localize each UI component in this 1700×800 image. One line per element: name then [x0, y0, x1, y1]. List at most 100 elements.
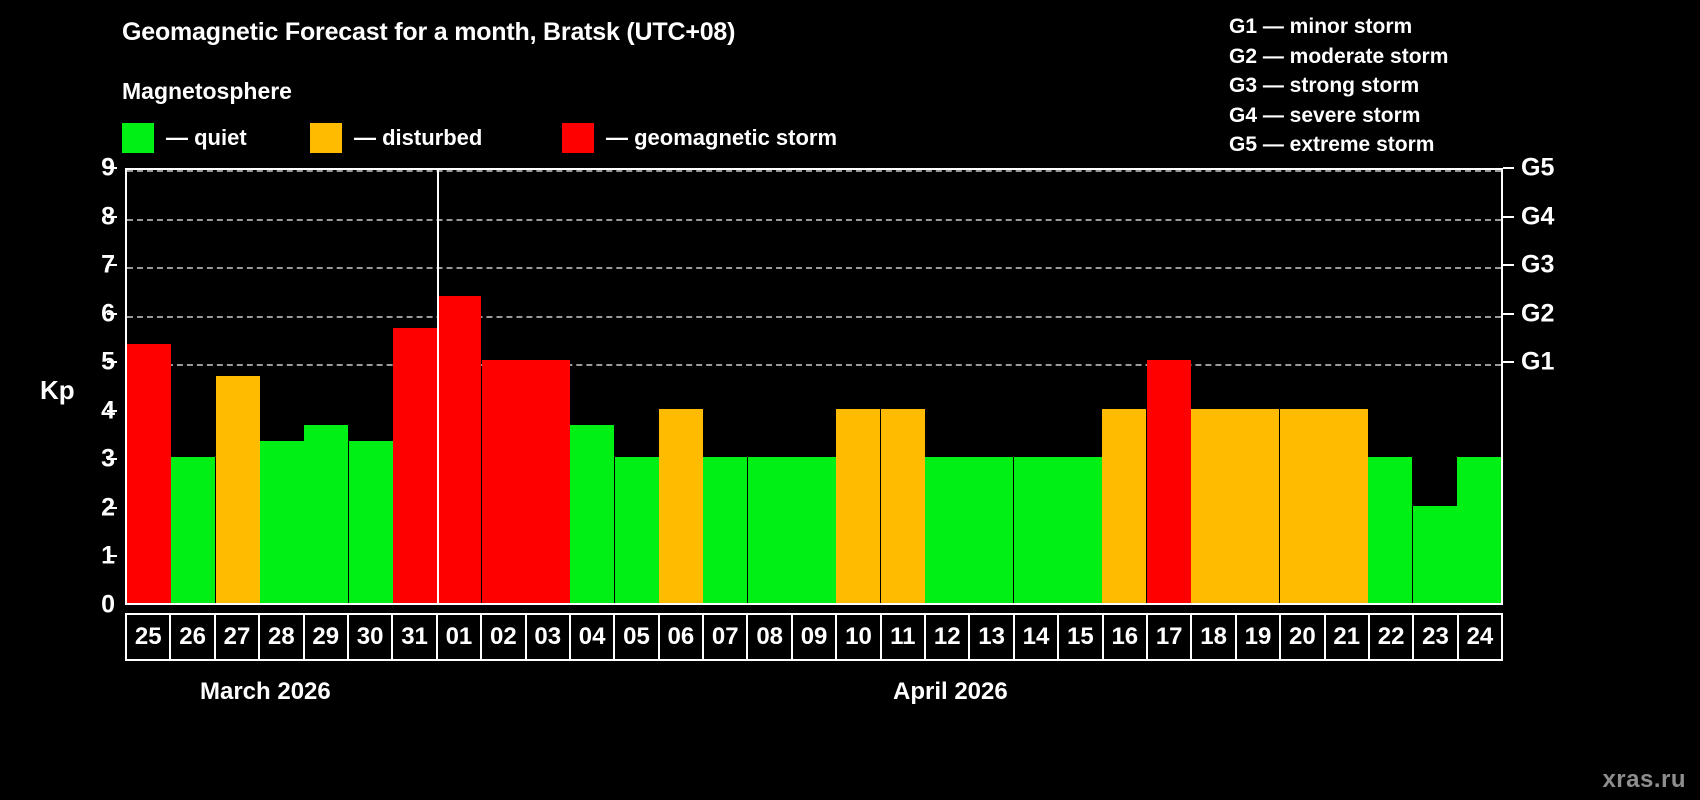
bar-26[interactable] [171, 457, 216, 603]
day-label-07[interactable]: 07 [702, 613, 749, 661]
bar-cell [304, 170, 349, 603]
day-label-28[interactable]: 28 [258, 613, 305, 661]
day-label-08[interactable]: 08 [746, 613, 793, 661]
bar-23[interactable] [1412, 505, 1457, 603]
bar-24[interactable] [1457, 457, 1501, 603]
bar-14[interactable] [1013, 457, 1058, 603]
y-tick-mark [107, 506, 117, 509]
day-label-10[interactable]: 10 [835, 613, 882, 661]
g-scale-legend: G1 — minor storm G2 — moderate storm G3 — … [1229, 12, 1448, 160]
bar-03[interactable] [526, 360, 571, 603]
day-label-04[interactable]: 04 [568, 613, 616, 661]
bar-11[interactable] [880, 408, 925, 603]
y-tick-mark [107, 215, 117, 218]
legend-label: — quiet [166, 125, 247, 150]
day-label-15[interactable]: 15 [1057, 613, 1104, 661]
g-tick-mark [1503, 361, 1514, 364]
day-label-21[interactable]: 21 [1323, 613, 1370, 661]
bar-07[interactable] [703, 457, 748, 603]
bar-21[interactable] [1324, 408, 1369, 603]
bar-cell [1324, 170, 1369, 603]
bar-16[interactable] [1102, 408, 1147, 603]
bar-06[interactable] [659, 408, 704, 603]
y-tick-mark [107, 167, 117, 169]
legend-item-storm: — geomagnetic storm [562, 122, 837, 154]
g-tick-label-G3: G3 [1521, 250, 1555, 279]
day-label-29[interactable]: 29 [302, 613, 349, 661]
day-label-23[interactable]: 23 [1412, 613, 1459, 661]
day-labels-row: 25 26 27 28 29 30 31 01 02 03 04 05 06 07 08 09 10 11 12 13… [125, 613, 1504, 661]
day-label-26[interactable]: 26 [169, 613, 216, 661]
day-label-12[interactable]: 12 [924, 613, 971, 661]
gridline [127, 170, 1501, 172]
bar-cell [925, 170, 970, 603]
day-label-13[interactable]: 13 [968, 613, 1015, 661]
bar-12[interactable] [925, 457, 970, 603]
day-label-24[interactable]: 24 [1456, 613, 1504, 661]
bar-29[interactable] [304, 424, 349, 603]
day-label-02[interactable]: 02 [480, 613, 527, 661]
legend-swatch-quiet-icon [122, 123, 154, 153]
day-label-17[interactable]: 17 [1145, 613, 1193, 661]
day-label-09[interactable]: 09 [790, 613, 838, 661]
bar-cell [1457, 170, 1501, 603]
bar-31[interactable] [393, 327, 438, 603]
bar-09[interactable] [792, 457, 837, 603]
bar-27[interactable] [215, 376, 260, 603]
bar-01[interactable] [437, 295, 482, 603]
bar-02[interactable] [481, 360, 526, 603]
g-tick-mark [1503, 312, 1514, 315]
bar-04[interactable] [570, 424, 615, 603]
page-title: Geomagnetic Forecast for a month, Bratsk… [122, 18, 736, 46]
bar-cell [836, 170, 881, 603]
bar-cell [260, 170, 305, 603]
bar-cell [570, 170, 615, 603]
bar-28[interactable] [260, 441, 305, 603]
bar-22[interactable] [1368, 457, 1413, 603]
bar-08[interactable] [747, 457, 792, 603]
day-label-19[interactable]: 19 [1234, 613, 1282, 661]
g-tick-mark [1503, 264, 1514, 267]
g-scale-row: G3 — strong storm [1229, 74, 1420, 97]
day-label-06[interactable]: 06 [657, 613, 705, 661]
g-tick-label-G1: G1 [1521, 347, 1555, 376]
bar-13[interactable] [969, 457, 1014, 603]
day-label-03[interactable]: 03 [524, 613, 571, 661]
bar-19[interactable] [1235, 408, 1280, 603]
bar-cell [614, 170, 659, 603]
day-label-14[interactable]: 14 [1012, 613, 1060, 661]
bar-30[interactable] [348, 441, 393, 603]
day-label-11[interactable]: 11 [879, 613, 927, 661]
g-scale-row: G5 — extreme storm [1229, 133, 1435, 156]
legend-label: — geomagnetic storm [606, 125, 838, 150]
g-tick-label-G4: G4 [1521, 202, 1555, 231]
bar-10[interactable] [836, 408, 881, 603]
day-label-30[interactable]: 30 [346, 613, 394, 661]
bar-15[interactable] [1058, 457, 1103, 603]
bar-cell [215, 170, 260, 603]
day-label-25[interactable]: 25 [125, 613, 172, 661]
bar-17[interactable] [1146, 360, 1191, 603]
day-label-18[interactable]: 18 [1190, 613, 1237, 661]
day-label-31[interactable]: 31 [391, 613, 438, 661]
bar-cell [1235, 170, 1280, 603]
bar-18[interactable] [1191, 408, 1236, 603]
legend-swatch-storm-icon [562, 123, 594, 153]
bar-cell [1191, 170, 1236, 603]
bar-05[interactable] [614, 457, 659, 603]
bar-cell [969, 170, 1014, 603]
y-axis-title: Kp [40, 375, 75, 405]
gridline [127, 315, 1501, 318]
bar-cell [1368, 170, 1413, 603]
day-label-20[interactable]: 20 [1279, 613, 1326, 661]
day-label-01[interactable]: 01 [435, 613, 483, 661]
bar-20[interactable] [1279, 408, 1324, 603]
day-label-27[interactable]: 27 [213, 613, 261, 661]
y-tick-mark [107, 361, 117, 364]
bar-cell [1102, 170, 1147, 603]
day-label-05[interactable]: 05 [613, 613, 660, 661]
month-caption: April 2026 [893, 678, 1008, 705]
day-label-22[interactable]: 22 [1367, 613, 1415, 661]
bar-25[interactable] [127, 344, 172, 603]
day-label-16[interactable]: 16 [1101, 613, 1148, 661]
